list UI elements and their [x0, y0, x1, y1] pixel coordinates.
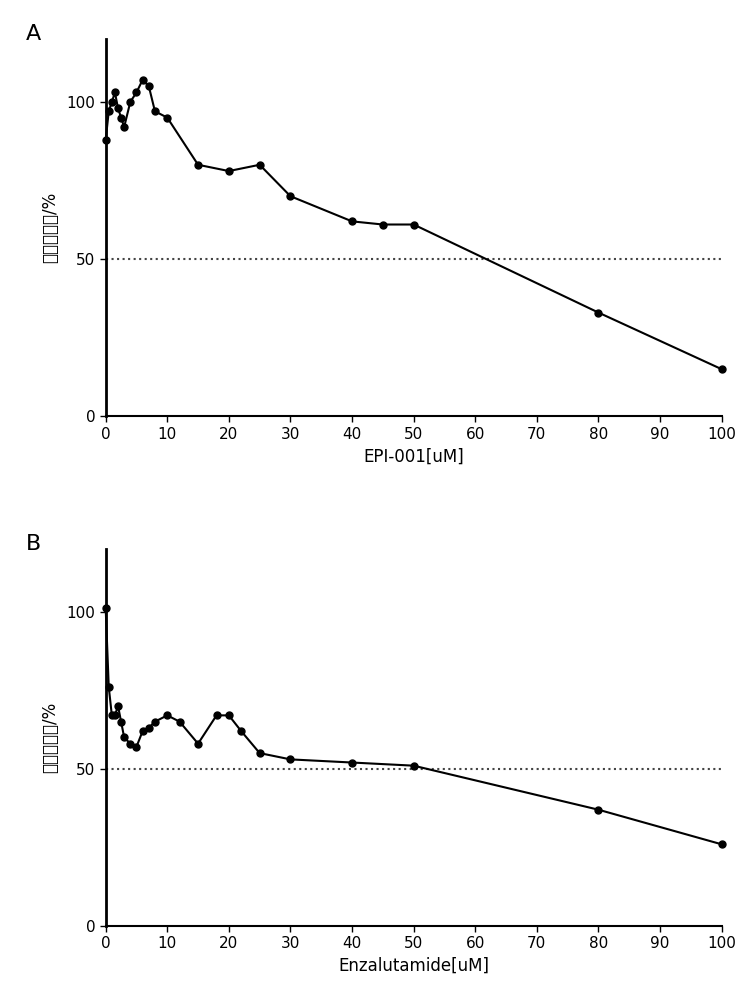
- Text: A: A: [26, 24, 41, 44]
- Y-axis label: 细胞存活率/%: 细胞存活率/%: [41, 702, 59, 773]
- X-axis label: Enzalutamide[uM]: Enzalutamide[uM]: [338, 957, 489, 975]
- X-axis label: EPI-001[uM]: EPI-001[uM]: [363, 447, 464, 465]
- Y-axis label: 细胞存活率/%: 细胞存活率/%: [41, 192, 59, 263]
- Text: B: B: [26, 534, 41, 554]
